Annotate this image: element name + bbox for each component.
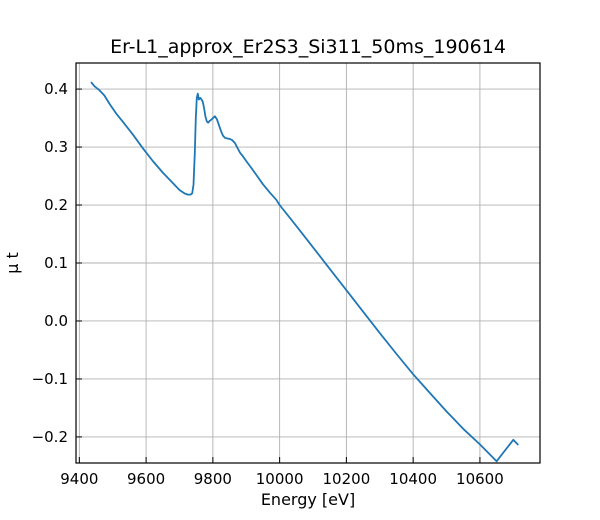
y-tick-label: −0.2 — [32, 428, 68, 446]
y-tick-label: 0.3 — [44, 138, 68, 156]
grid-lines — [76, 63, 540, 463]
x-tick-label: 9800 — [194, 470, 232, 488]
x-axis-label: Energy [eV] — [261, 490, 355, 509]
x-axis-ticks: 9400 9600 9800 10000 10200 10400 10600 — [60, 457, 504, 488]
x-tick-label: 9600 — [127, 470, 165, 488]
x-tick-label: 10000 — [256, 470, 304, 488]
x-tick-label: 10200 — [323, 470, 371, 488]
y-tick-label: 0.0 — [44, 312, 68, 330]
y-axis-ticks: −0.2 −0.1 0.0 0.1 0.2 0.3 0.4 — [32, 80, 82, 446]
y-tick-label: 0.2 — [44, 196, 68, 214]
x-tick-label: 10400 — [389, 470, 437, 488]
y-tick-label: 0.1 — [44, 254, 68, 272]
y-tick-label: −0.1 — [32, 370, 68, 388]
x-tick-label: 9400 — [60, 470, 98, 488]
x-tick-label: 10600 — [456, 470, 504, 488]
series-line — [90, 81, 519, 463]
y-axis-label: μ t — [3, 252, 22, 274]
data-series — [90, 81, 519, 463]
chart-title: Er-L1_approx_Er2S3_Si311_50ms_190614 — [110, 36, 506, 58]
y-tick-label: 0.4 — [44, 80, 68, 98]
